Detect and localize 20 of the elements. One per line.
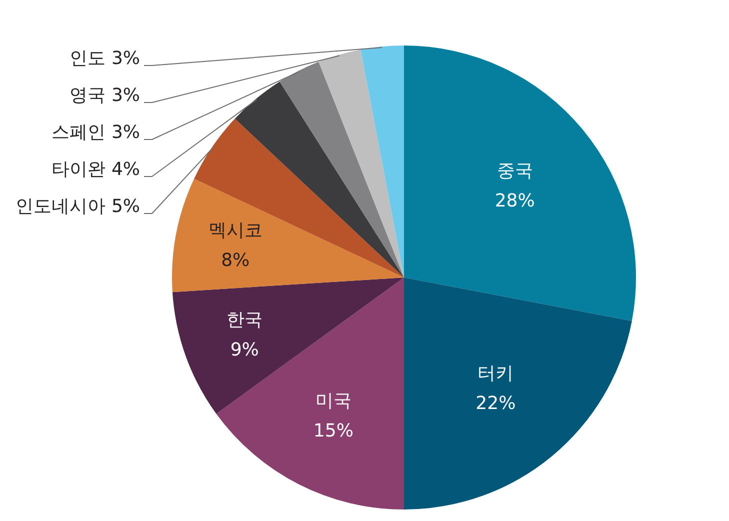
slice-label: 인도	[69, 48, 106, 69]
slice-label: 영국	[69, 85, 106, 106]
slice-label: 터키	[478, 362, 514, 384]
data-label: 15%	[313, 420, 354, 442]
data-label: 4%	[111, 159, 140, 180]
slice-label: 한국	[226, 309, 263, 330]
slice-label: 스페인	[51, 122, 106, 143]
data-label: 3%	[111, 48, 140, 69]
data-label: 3%	[111, 122, 140, 143]
slice-label: 인도네시아	[15, 196, 106, 217]
slice-label: 미국	[315, 390, 352, 412]
slice-label: 멕시코	[208, 220, 262, 241]
data-label: 9%	[230, 339, 259, 360]
data-label: 8%	[221, 250, 250, 271]
data-label: 3%	[111, 85, 140, 106]
data-label: 28%	[494, 190, 535, 212]
slice-label: 중국	[496, 160, 533, 182]
data-label: 5%	[111, 196, 140, 217]
data-label: 22%	[476, 392, 516, 414]
slice-label: 타이완	[51, 159, 106, 180]
